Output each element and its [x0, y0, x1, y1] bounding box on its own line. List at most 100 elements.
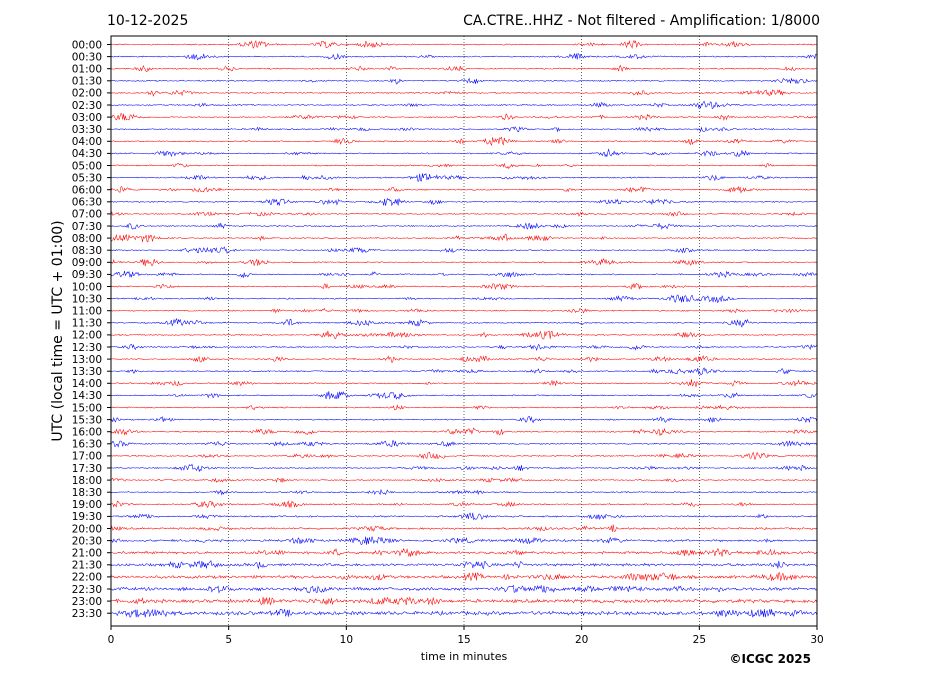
- row-label-0530: 05:30: [72, 172, 102, 184]
- trace-1230: [110, 343, 817, 351]
- x-tick-label-0: 0: [108, 634, 115, 646]
- trace-0400: [110, 136, 817, 147]
- trace-1000: [110, 282, 817, 291]
- trace-1930: [110, 512, 817, 521]
- row-label-0200: 02:00: [72, 88, 102, 100]
- row-label-1430: 14:30: [72, 390, 102, 402]
- row-label-2330: 23:30: [72, 608, 102, 620]
- trace-1400: [110, 379, 817, 388]
- trace-1330: [110, 367, 817, 375]
- trace-2100: [110, 548, 817, 557]
- row-label-1600: 16:00: [72, 427, 102, 439]
- row-label-2030: 20:30: [72, 535, 102, 547]
- row-label-1300: 13:00: [72, 354, 102, 366]
- row-label-0800: 08:00: [72, 233, 102, 245]
- row-time-labels: 00:0000:3001:0001:3002:0002:3003:0003:30…: [72, 39, 111, 620]
- trace-0830: [110, 246, 817, 254]
- row-label-0600: 06:00: [72, 185, 102, 197]
- row-label-1100: 11:00: [72, 306, 102, 318]
- trace-0130: [110, 77, 817, 85]
- trace-0100: [110, 64, 817, 73]
- x-tick-label-20: 20: [575, 634, 588, 646]
- row-label-1230: 12:30: [72, 342, 102, 354]
- row-label-0730: 07:30: [72, 221, 102, 233]
- trace-2200: [110, 572, 817, 582]
- trace-1030: [110, 294, 817, 304]
- trace-0930: [110, 270, 817, 278]
- row-label-2000: 20:00: [72, 523, 102, 535]
- row-label-1830: 18:30: [72, 487, 102, 499]
- copyright-label: ©ICGC 2025: [729, 652, 811, 666]
- row-label-1500: 15:00: [72, 402, 102, 414]
- row-label-1400: 14:00: [72, 378, 102, 390]
- trace-1700: [110, 451, 817, 460]
- trace-1100: [110, 307, 817, 314]
- row-label-1700: 17:00: [72, 451, 102, 463]
- row-label-0300: 03:00: [72, 112, 102, 124]
- row-label-1330: 13:30: [72, 366, 102, 378]
- x-axis-label: time in minutes: [421, 650, 508, 663]
- x-tick-label-5: 5: [225, 634, 232, 646]
- row-label-0830: 08:30: [72, 245, 102, 257]
- trace-0530: [110, 173, 817, 182]
- trace-0630: [110, 197, 817, 207]
- row-label-0130: 01:30: [72, 76, 102, 88]
- trace-0900: [110, 258, 817, 267]
- trace-1200: [110, 330, 817, 340]
- trace-0030: [110, 52, 817, 61]
- trace-0500: [110, 162, 817, 170]
- x-tick-label-30: 30: [810, 634, 823, 646]
- row-label-1130: 11:30: [72, 318, 102, 330]
- trace-0330: [110, 126, 817, 133]
- row-label-1530: 15:30: [72, 414, 102, 426]
- trace-1830: [110, 488, 817, 496]
- row-label-1630: 16:30: [72, 439, 102, 451]
- row-label-0430: 04:30: [72, 148, 102, 160]
- row-label-0230: 02:30: [72, 100, 102, 112]
- row-label-1030: 10:30: [72, 293, 102, 305]
- trace-1800: [110, 477, 817, 483]
- trace-0000: [110, 39, 817, 49]
- row-label-0930: 09:30: [72, 269, 102, 281]
- trace-0700: [110, 211, 817, 217]
- trace-1600: [110, 427, 817, 437]
- row-label-1900: 19:00: [72, 499, 102, 511]
- row-label-0700: 07:00: [72, 209, 102, 221]
- row-label-2300: 23:00: [72, 596, 102, 608]
- row-label-0330: 03:30: [72, 124, 102, 136]
- row-label-0900: 09:00: [72, 257, 102, 269]
- plot-frame: [110, 35, 818, 627]
- trace-0300: [110, 113, 817, 121]
- row-label-0030: 00:30: [72, 51, 102, 63]
- trace-0430: [110, 148, 817, 158]
- trace-2000: [110, 524, 817, 533]
- row-label-1000: 10:00: [72, 281, 102, 293]
- row-label-2230: 22:30: [72, 584, 102, 596]
- y-axis-label: UTC (local time = UTC + 01:00): [50, 220, 66, 441]
- x-tick-label-15: 15: [457, 634, 470, 646]
- trace-0730: [110, 222, 817, 230]
- trace-2230: [110, 584, 817, 594]
- trace-1630: [110, 440, 817, 448]
- trace-1300: [110, 355, 817, 363]
- trace-2300: [110, 596, 817, 606]
- trace-0600: [110, 186, 817, 194]
- row-label-2200: 22:00: [72, 572, 102, 584]
- row-label-1930: 19:30: [72, 511, 102, 523]
- trace-1530: [110, 416, 817, 424]
- seismogram-traces: [110, 39, 817, 618]
- row-label-2130: 21:30: [72, 560, 102, 572]
- row-label-1800: 18:00: [72, 475, 102, 487]
- trace-1900: [110, 500, 817, 508]
- trace-1730: [110, 463, 817, 473]
- row-label-2100: 21:00: [72, 548, 102, 560]
- row-label-1200: 12:00: [72, 330, 102, 342]
- chart-date-title: 10-12-2025: [107, 13, 188, 29]
- x-tick-label-10: 10: [340, 634, 353, 646]
- x-tick-label-25: 25: [693, 634, 706, 646]
- row-label-0400: 04:00: [72, 136, 102, 148]
- trace-0800: [110, 233, 817, 243]
- row-label-1730: 17:30: [72, 463, 102, 475]
- row-label-0500: 05:00: [72, 160, 102, 172]
